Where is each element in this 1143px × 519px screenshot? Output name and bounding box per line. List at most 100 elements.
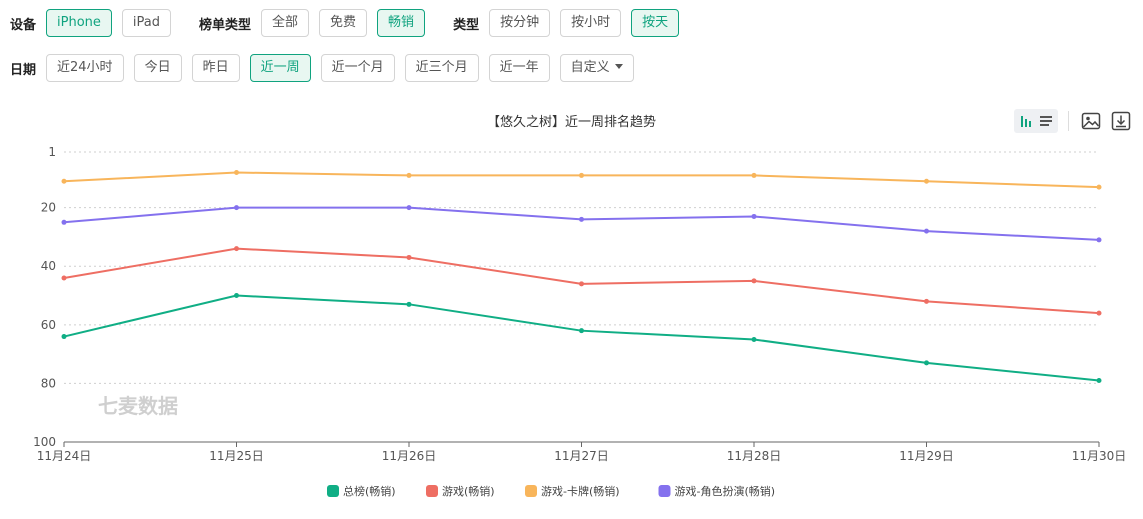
- y-tick-label: 1: [48, 145, 56, 159]
- legend-item-0[interactable]: 总榜(畅销): [327, 484, 396, 498]
- legend-label: 游戏-卡牌(畅销): [541, 484, 620, 498]
- data-point[interactable]: [579, 172, 584, 178]
- date-option-0[interactable]: 近24小时: [46, 54, 124, 82]
- data-point[interactable]: [924, 228, 929, 234]
- watermark: 七麦数据: [98, 394, 178, 418]
- custom-date-label: 自定义: [570, 60, 610, 75]
- series-1: [61, 246, 1102, 316]
- data-point[interactable]: [61, 275, 67, 281]
- date-option-3[interactable]: 近一周: [249, 54, 311, 82]
- data-point[interactable]: [924, 178, 929, 184]
- data-point[interactable]: [751, 278, 757, 284]
- filter-row-2: 日期 近24小时 今日 昨日 近一周 近一个月 近三个月 近一年 自定义: [10, 54, 662, 82]
- series-line: [63, 294, 1100, 382]
- device-label: 设备: [10, 17, 37, 33]
- x-tick-label: 11月30日: [1072, 449, 1127, 463]
- date-option-1[interactable]: 今日: [133, 54, 182, 82]
- y-tick-label: 60: [41, 318, 56, 332]
- series-line: [63, 247, 1100, 315]
- series-3: [61, 205, 1102, 243]
- data-point[interactable]: [1096, 310, 1102, 316]
- legend-item-1[interactable]: 游戏(畅销): [426, 484, 495, 498]
- type-option-2[interactable]: 按天: [631, 9, 680, 37]
- download-button[interactable]: [1109, 109, 1133, 133]
- data-point[interactable]: [234, 170, 239, 176]
- data-point[interactable]: [924, 298, 929, 304]
- data-point[interactable]: [924, 360, 929, 366]
- data-point[interactable]: [751, 336, 757, 342]
- data-point[interactable]: [234, 246, 239, 252]
- date-filter: 日期 近24小时 今日 昨日 近一周 近一个月 近三个月 近一年 自定义: [10, 54, 644, 82]
- legend-item-3[interactable]: 游戏-角色扮演(畅销): [658, 484, 776, 498]
- data-point[interactable]: [579, 216, 584, 222]
- chart-toolbar: [1014, 109, 1139, 133]
- data-point[interactable]: [1096, 237, 1102, 243]
- type-option-0[interactable]: 按分钟: [489, 9, 551, 37]
- legend-item-2[interactable]: 游戏-卡牌(畅销): [525, 484, 620, 498]
- data-point[interactable]: [1096, 184, 1102, 190]
- legend-swatch: [658, 485, 671, 497]
- data-point[interactable]: [406, 301, 412, 307]
- data-point[interactable]: [406, 254, 412, 260]
- chart-title: 【悠久之树】近一周排名趋势: [486, 115, 656, 130]
- series-lines: [61, 170, 1102, 383]
- y-tick-label: 100: [33, 435, 56, 449]
- data-point[interactable]: [751, 213, 757, 219]
- type-label: 类型: [453, 17, 480, 33]
- list-icon: [1039, 116, 1052, 126]
- x-tick-label: 11月24日: [37, 449, 92, 463]
- bar-chart-icon: [1020, 116, 1031, 127]
- caret-down-icon: [614, 64, 623, 69]
- legend-swatch: [426, 485, 438, 497]
- legend-swatch: [327, 485, 339, 497]
- legend-label: 游戏-角色扮演(畅销): [675, 484, 776, 498]
- data-point[interactable]: [1096, 377, 1102, 383]
- data-point[interactable]: [406, 205, 412, 211]
- list-type-label: 榜单类型: [199, 17, 252, 33]
- list-type-option-0[interactable]: 全部: [261, 9, 310, 37]
- legend-label: 总榜(畅销): [343, 484, 396, 498]
- y-tick-label: 20: [41, 201, 56, 215]
- chart-view-toggle[interactable]: [1014, 109, 1058, 133]
- device-filter: 设备 iPhone iPad: [10, 9, 181, 37]
- legend-label: 游戏(畅销): [442, 484, 495, 498]
- legend-swatch: [525, 485, 537, 497]
- data-point[interactable]: [61, 178, 67, 184]
- date-option-6[interactable]: 近一年: [488, 54, 550, 82]
- image-icon: [1081, 112, 1101, 130]
- data-point[interactable]: [406, 172, 412, 178]
- x-tick-label: 11月29日: [899, 449, 954, 463]
- data-point[interactable]: [751, 172, 757, 178]
- toolbar-divider: [1068, 111, 1069, 131]
- data-point[interactable]: [579, 328, 584, 334]
- download-icon: [1111, 111, 1131, 131]
- device-option-1[interactable]: iPad: [121, 9, 171, 37]
- device-option-0[interactable]: iPhone: [46, 9, 112, 37]
- type-option-1[interactable]: 按小时: [560, 9, 622, 37]
- data-point[interactable]: [61, 219, 67, 225]
- date-label: 日期: [10, 62, 37, 78]
- data-point[interactable]: [579, 281, 584, 287]
- series-0: [61, 293, 1102, 383]
- data-point[interactable]: [234, 205, 239, 211]
- x-tick-label: 11月27日: [554, 449, 609, 463]
- list-type-option-2[interactable]: 畅销: [377, 9, 426, 37]
- x-tick-label: 11月28日: [727, 449, 782, 463]
- date-option-2[interactable]: 昨日: [191, 54, 240, 82]
- filter-row-1: 设备 iPhone iPad 榜单类型 全部 免费 畅销 类型 按分钟 按小时 按天: [10, 9, 707, 37]
- x-axis: 11月24日 11月25日 11月26日 11月27日 11月28日 11月29日 11月3…: [37, 441, 1127, 463]
- list-type-option-1[interactable]: 免费: [319, 9, 368, 37]
- series-line: [63, 206, 1100, 241]
- date-option-4[interactable]: 近一个月: [320, 54, 395, 82]
- type-filter: 类型 按分钟 按小时 按天: [453, 9, 689, 37]
- data-point[interactable]: [61, 334, 67, 340]
- series-2: [61, 170, 1102, 190]
- x-tick-label: 11月25日: [209, 449, 264, 463]
- legend[interactable]: 总榜(畅销) 游戏(畅销) 游戏-卡牌(畅销) 游戏-角色扮演(畅销): [327, 484, 775, 498]
- y-tick-label: 40: [41, 259, 56, 273]
- data-point[interactable]: [234, 293, 239, 299]
- custom-date-dropdown[interactable]: 自定义: [559, 54, 634, 82]
- save-image-button[interactable]: [1079, 109, 1103, 133]
- date-option-5[interactable]: 近三个月: [404, 54, 479, 82]
